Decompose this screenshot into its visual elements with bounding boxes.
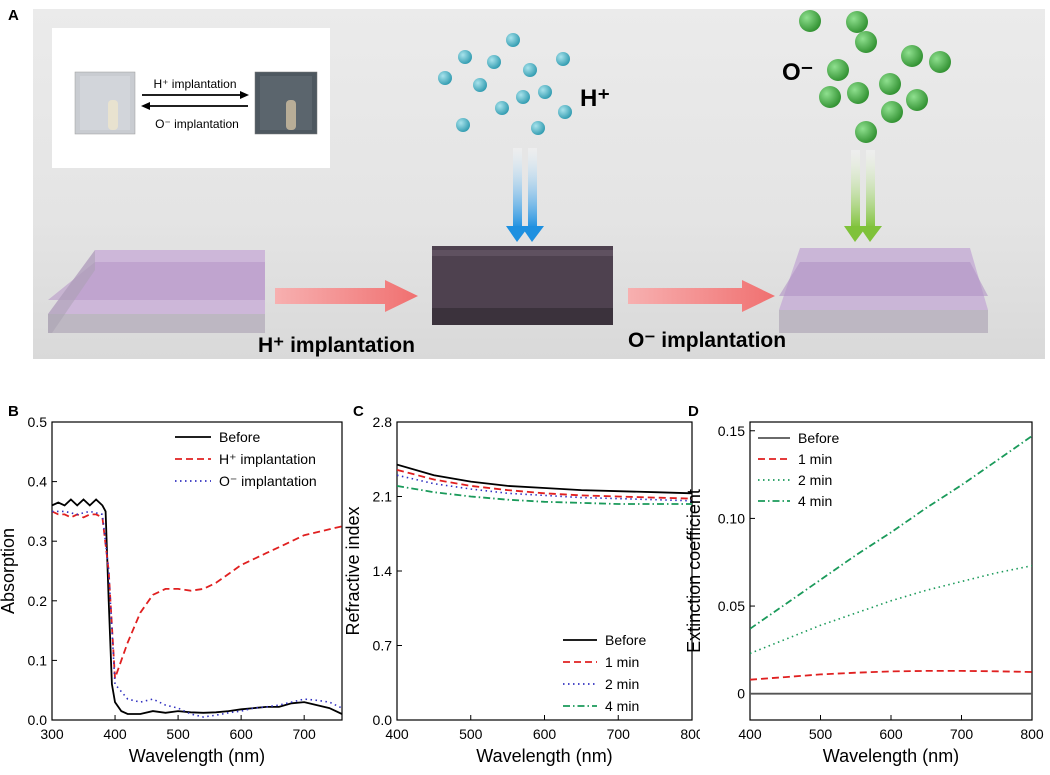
chart-c: C 400 500 600 700 800 0.0 0.7 1.4 2.1 2.8 Wavelengt… — [345, 403, 700, 766]
y-tick-label: 0.0 — [373, 712, 393, 728]
x-tick-label: 500 — [459, 726, 483, 742]
panel-a-letter: A — [8, 7, 19, 24]
y-tick-label: 2.8 — [373, 414, 393, 430]
y-tick-label: 0.05 — [718, 598, 745, 614]
process-arrow-2-icon — [628, 280, 775, 312]
x-tick-label: 800 — [680, 726, 700, 742]
inset-photo-box: H⁺ implantation O⁻ implantation — [52, 28, 330, 168]
legend-label-3: 2 min — [798, 472, 832, 488]
y-tick-label: 2.1 — [373, 489, 393, 505]
series-line-2 — [52, 510, 342, 679]
series-line-3 — [397, 474, 692, 502]
reverse-arrow-icon — [141, 102, 248, 110]
x-axis-label: Wavelength (nm) — [129, 746, 265, 766]
y-axis-label: Absorption — [0, 528, 18, 614]
plot-frame — [51, 421, 343, 721]
x-axis-label: Wavelength (nm) — [823, 746, 959, 766]
legend-label-2: H⁺ implantation — [219, 451, 316, 467]
y-tick-label: 0.10 — [718, 510, 745, 526]
legend-label-4: 4 min — [605, 698, 639, 714]
legend-label-2: 1 min — [798, 451, 832, 467]
y-tick-label: 0.0 — [28, 712, 48, 728]
legend-label-4: 4 min — [798, 493, 832, 509]
h-implant-arrow-icon — [506, 148, 544, 242]
y-tick-label: 0.7 — [373, 638, 393, 654]
o-implant-arrow-icon — [844, 150, 882, 242]
film-after-h — [432, 246, 613, 325]
plot-frame — [396, 421, 693, 721]
panel-letter: C — [353, 403, 364, 420]
x-tick-label: 300 — [40, 726, 64, 742]
x-axis-label: Wavelength (nm) — [476, 746, 612, 766]
film-after-o — [779, 248, 988, 333]
y-axis-label: Extinction coefficient — [684, 489, 704, 653]
legend-label-3: O⁻ implantation — [219, 473, 317, 489]
plot-frame — [749, 421, 1033, 721]
step1-label: H⁺ implantation — [258, 334, 415, 357]
x-tick-label: 700 — [950, 726, 974, 742]
x-tick-label: 700 — [292, 726, 316, 742]
series-line-3 — [52, 510, 342, 718]
y-tick-label: 0.1 — [28, 652, 48, 668]
x-tick-label: 400 — [738, 726, 762, 742]
x-tick-label: 400 — [385, 726, 409, 742]
x-tick-label: 600 — [533, 726, 557, 742]
y-axis-label: Refractive index — [345, 506, 363, 635]
x-tick-label: 500 — [166, 726, 190, 742]
series-line-3 — [750, 564, 1032, 655]
h-ion-cluster — [438, 33, 572, 135]
step2-label: O⁻ implantation — [628, 329, 786, 352]
inset-reverse-label: O⁻ implantation — [155, 117, 239, 131]
y-tick-label: 0.4 — [28, 474, 48, 490]
panel-letter: D — [688, 403, 699, 420]
x-tick-label: 600 — [879, 726, 903, 742]
o-ion-cluster — [799, 10, 951, 143]
series-line-1 — [52, 498, 342, 715]
o-ion-label: O⁻ — [782, 59, 813, 86]
forward-arrow-icon — [142, 91, 249, 99]
x-tick-label: 800 — [1020, 726, 1044, 742]
process-arrow-1-icon — [275, 280, 418, 312]
legend-label-2: 1 min — [605, 654, 639, 670]
y-tick-label: 0.2 — [28, 593, 48, 609]
legend-label-3: 2 min — [605, 676, 639, 692]
x-tick-label: 400 — [103, 726, 127, 742]
y-tick-label: 0.3 — [28, 533, 48, 549]
y-tick-label: 0 — [737, 686, 745, 702]
inset-forward-label: H⁺ implantation — [153, 77, 236, 91]
y-tick-label: 0.15 — [718, 423, 745, 439]
x-tick-label: 700 — [607, 726, 631, 742]
legend-label-1: Before — [798, 430, 839, 446]
series-line-4 — [397, 485, 692, 505]
series-line-2 — [750, 669, 1032, 681]
series-line-1 — [397, 463, 692, 495]
panel-a-schematic: A H⁺ implantation O⁻ implantation H⁺ imp… — [8, 7, 1045, 359]
series-line-2 — [397, 469, 692, 500]
film-before — [48, 250, 265, 333]
y-tick-label: 0.5 — [28, 414, 48, 430]
series-line-4 — [750, 435, 1032, 630]
x-tick-label: 600 — [229, 726, 253, 742]
y-tick-label: 1.4 — [373, 563, 393, 579]
legend-label-1: Before — [605, 632, 646, 648]
x-tick-label: 500 — [809, 726, 833, 742]
panel-letter: B — [8, 403, 19, 420]
chart-b: B 300 400 500 600 700 0.0 0.1 0.2 0.3 0.4 0.5 Wavele… — [0, 403, 343, 766]
legend-label-1: Before — [219, 429, 260, 445]
h-ion-label: H⁺ — [580, 85, 610, 112]
chart-d: D 400 500 600 700 800 0 0.05 0.10 0.15 Wavelength … — [684, 403, 1044, 766]
